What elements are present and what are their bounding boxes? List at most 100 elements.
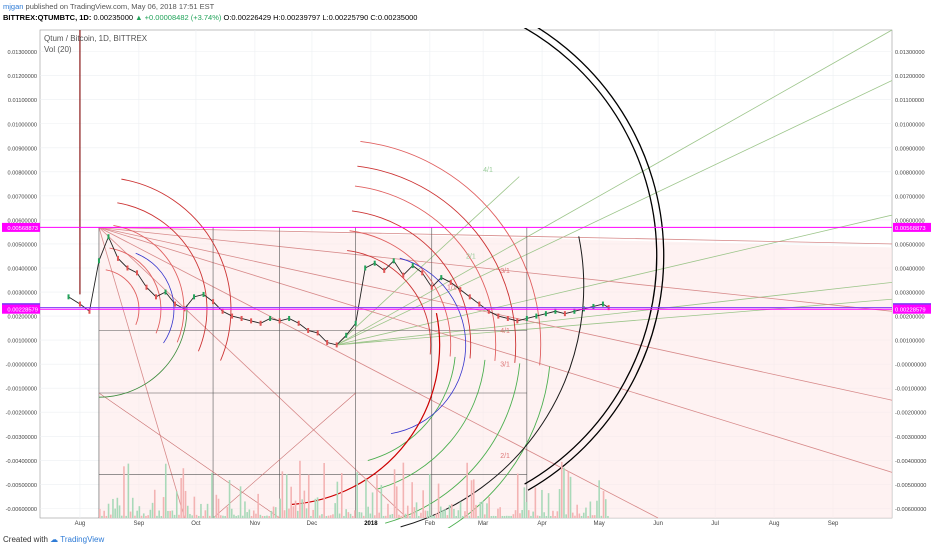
volume-bar — [483, 514, 486, 518]
volume-bar — [222, 515, 224, 518]
open-label: O: — [223, 13, 232, 22]
volume-bar — [437, 483, 440, 518]
volume-bar — [602, 491, 605, 518]
gann-arc-green-late — [367, 356, 456, 461]
volume-bar — [521, 509, 523, 518]
volume-bar — [310, 515, 312, 518]
volume-bar — [549, 515, 552, 518]
volume-bar — [224, 515, 226, 518]
volume-bar — [448, 504, 451, 518]
volume-bar — [536, 515, 539, 518]
volume-bar — [571, 512, 574, 518]
publish-info: mjgan published on TradingView.com, May … — [3, 2, 214, 11]
volume-bar — [270, 510, 273, 518]
volume-bar — [477, 515, 479, 518]
volume-bar — [171, 510, 174, 518]
gann-arc-late — [354, 185, 497, 361]
tradingview-brand[interactable]: TradingView — [60, 535, 105, 544]
candle — [164, 289, 167, 295]
x-tick-label: Nov — [250, 521, 261, 527]
volume-bar — [563, 467, 565, 518]
y-tick-label-left: -0.00500000 — [6, 483, 37, 489]
x-tick-label: 2018 — [364, 521, 378, 527]
volume-bar — [593, 515, 596, 518]
volume-bar — [112, 498, 114, 518]
candle — [221, 308, 224, 314]
candle — [135, 270, 138, 276]
volume-bar — [525, 502, 528, 518]
volume-bar — [138, 506, 141, 518]
volume-bar — [125, 515, 127, 518]
volume-bar — [371, 492, 374, 518]
y-tick-label-left: 0.01200000 — [7, 74, 37, 80]
y-tick-label-right: -0.00300000 — [895, 435, 926, 441]
volume-bar — [327, 515, 330, 518]
volume-bar — [367, 506, 369, 518]
volume-bar — [541, 489, 543, 518]
volume-bar — [305, 508, 308, 518]
pink-region — [98, 227, 892, 518]
volume-bar — [422, 490, 424, 518]
volume-bar — [261, 515, 264, 518]
price-chart[interactable]: 4/1 2/1 3/1 1/1 4/1 3/1 2/1 0.00568873 0.005688… — [0, 28, 932, 528]
volume-bar — [189, 513, 191, 518]
volume-bar — [475, 504, 477, 518]
red-arc-lower — [290, 313, 441, 506]
volume-bar — [391, 514, 394, 518]
symbol-text: BITTREX:QTUMBTC, 1D — [3, 13, 89, 22]
volume-bar — [246, 512, 248, 518]
volume-bar — [340, 473, 343, 518]
gann-arc-late — [347, 250, 432, 355]
candle — [145, 284, 148, 290]
volume-bar — [285, 474, 288, 518]
gann-arc-early — [105, 269, 140, 325]
volume-bar — [156, 515, 158, 518]
level-label-left-bg — [2, 222, 40, 232]
high-value: 0.00239797 — [280, 13, 321, 22]
y-tick-label-right: 0.00400000 — [895, 266, 925, 272]
gann-arc-early — [109, 247, 162, 334]
candle — [440, 275, 443, 281]
green-fan-line — [336, 176, 520, 346]
candles-layer — [67, 234, 610, 348]
volume-bar — [395, 486, 398, 518]
level-label-right: 0.00568873 — [895, 226, 926, 232]
candle — [506, 315, 509, 321]
candle — [107, 234, 110, 240]
volume-bar — [598, 480, 600, 518]
candle — [449, 279, 452, 285]
volume-bar — [365, 479, 367, 518]
red-fan-line — [98, 227, 185, 519]
y-tick-label-left: 0.01300000 — [7, 50, 37, 56]
volume-bar — [411, 482, 413, 518]
volume-bar — [582, 512, 585, 518]
volume-bar — [558, 489, 561, 518]
volume-bar — [497, 508, 499, 518]
green-fan-line — [336, 282, 893, 346]
volume-bar — [554, 515, 556, 518]
candle — [573, 308, 576, 314]
volume-legend: Vol (20) — [44, 45, 72, 54]
candle — [78, 301, 81, 307]
volume-bar — [178, 514, 180, 518]
volume-bar — [479, 502, 482, 518]
volume-bar — [486, 503, 488, 518]
candle — [383, 267, 386, 273]
volume-bar — [481, 500, 484, 518]
author-link[interactable]: mjgan — [3, 2, 24, 11]
x-tick-label: Sep — [828, 521, 839, 527]
volume-bar — [314, 498, 317, 518]
candle — [601, 301, 604, 307]
volume-bar — [607, 515, 609, 518]
axes-layer: 0.01300000 0.01300000 0.01200000 0.01200000… — [6, 50, 927, 527]
gann-arc-late — [357, 165, 517, 363]
volume-bar — [578, 513, 581, 518]
volume-bar — [301, 499, 303, 518]
gann-arc-green-early — [99, 304, 188, 398]
volume-bar — [556, 511, 559, 518]
volume-bar — [576, 504, 578, 518]
volume-bar — [358, 512, 361, 518]
volume-bar — [281, 471, 284, 518]
y-tick-label-left: 0.00900000 — [7, 146, 37, 152]
volume-bar — [406, 505, 409, 518]
